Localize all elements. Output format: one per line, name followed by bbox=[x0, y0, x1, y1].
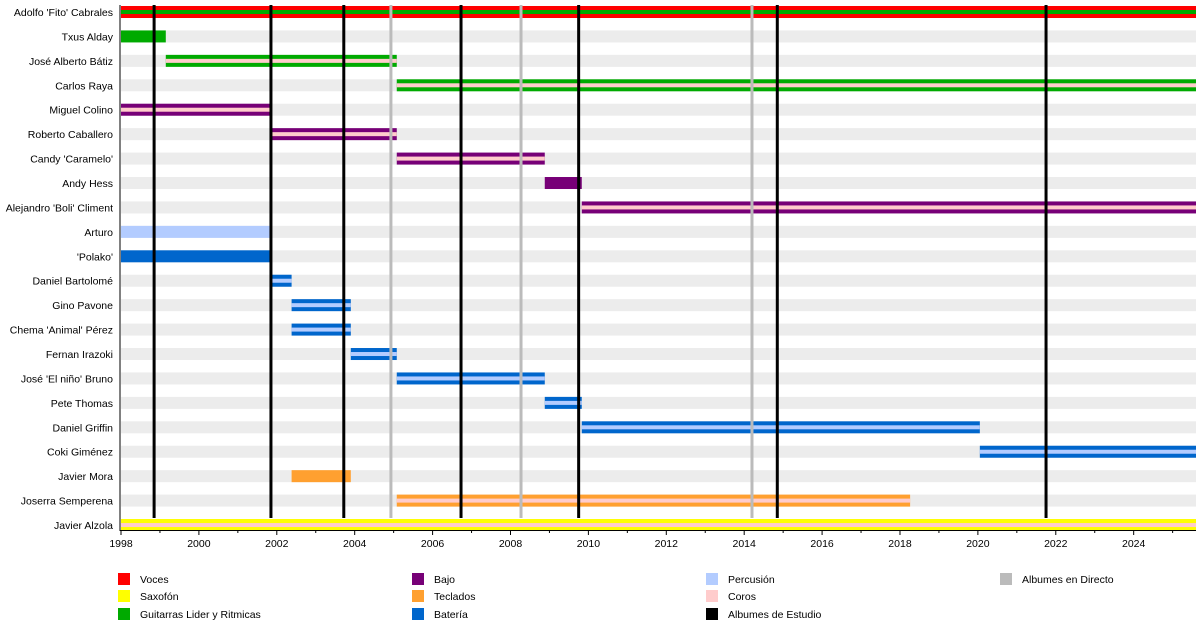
row-band bbox=[121, 348, 1196, 361]
legend-swatch-saxofon bbox=[118, 590, 130, 602]
legend: Voces Saxofón Guitarras Lider y Ritmicas Ba… bbox=[118, 573, 1114, 621]
x-tick-label: 2014 bbox=[733, 538, 757, 550]
x-tick-label: 2018 bbox=[888, 538, 912, 550]
member-label: Coki Giménez bbox=[47, 447, 113, 459]
legend-label-guitarras: Guitarras Lider y Ritmicas bbox=[140, 609, 261, 621]
bar-inner-coros bbox=[271, 132, 397, 137]
member-label: Adolfo 'Fito' Cabrales bbox=[14, 7, 113, 19]
row-band bbox=[121, 177, 1196, 190]
bar-percusion bbox=[121, 225, 272, 238]
member-label: José Alberto Bátiz bbox=[29, 56, 113, 68]
legend-label-directo: Albumes en Directo bbox=[1022, 574, 1114, 586]
x-tick-label: 2006 bbox=[421, 538, 445, 550]
member-label: Roberto Caballero bbox=[28, 129, 113, 141]
bar-bateria bbox=[121, 250, 272, 263]
legend-label-estudio: Albumes de Estudio bbox=[728, 609, 822, 621]
member-labels: Adolfo 'Fito' Cabrales Txus Alday José Alb… bbox=[6, 7, 114, 532]
member-label: Miguel Colino bbox=[49, 105, 113, 117]
bar-inner-coros bbox=[396, 498, 911, 503]
row-band bbox=[121, 250, 1196, 263]
legend-swatch-bajo bbox=[412, 573, 424, 585]
bar-inner-coros bbox=[396, 83, 1196, 88]
member-label: 'Polako' bbox=[77, 251, 113, 263]
bar-inner-coros bbox=[581, 205, 1196, 210]
member-label: Gino Pavone bbox=[52, 300, 113, 312]
x-tick-label: 2012 bbox=[655, 538, 679, 550]
member-label: Daniel Griffin bbox=[53, 422, 114, 434]
member-label: Carlos Raya bbox=[55, 80, 113, 92]
x-tick-label: 2008 bbox=[499, 538, 523, 550]
member-label: Txus Alday bbox=[62, 31, 114, 43]
member-label: Daniel Bartolomé bbox=[32, 276, 113, 288]
legend-swatch-estudio bbox=[706, 608, 718, 620]
x-tick-label: 2020 bbox=[966, 538, 990, 550]
row-band bbox=[121, 372, 1196, 385]
bar-guitarras bbox=[121, 30, 166, 43]
legend-label-coros: Coros bbox=[728, 591, 756, 603]
bar-inner-percusion bbox=[271, 278, 292, 283]
bar-teclados bbox=[291, 470, 351, 483]
legend-swatch-percusion bbox=[706, 573, 718, 585]
bar-inner-coros bbox=[121, 523, 1196, 528]
bar-inner-percusion bbox=[544, 400, 582, 405]
member-label: Alejandro 'Boli' Climent bbox=[6, 202, 113, 214]
x-tick-label: 2004 bbox=[343, 538, 367, 550]
x-tick-label: 2010 bbox=[577, 538, 601, 550]
bar-inner-percusion bbox=[350, 352, 397, 357]
x-axis: 1998 2000 2002 2004 2006 2008 2010 2012 2014 2016… bbox=[109, 5, 1196, 550]
legend-swatch-coros bbox=[706, 590, 718, 602]
bar-inner-percusion bbox=[396, 376, 545, 381]
bar-inner-percusion bbox=[291, 327, 351, 332]
bar-inner-percusion bbox=[979, 449, 1196, 454]
member-label: Candy 'Caramelo' bbox=[30, 154, 113, 166]
legend-label-bateria: Batería bbox=[434, 609, 468, 621]
member-label: Pete Thomas bbox=[51, 398, 113, 410]
row-band bbox=[121, 152, 1196, 165]
member-label: Chema 'Animal' Pérez bbox=[10, 325, 113, 337]
legend-label-saxofon: Saxofón bbox=[140, 591, 179, 603]
bar-inner-coros bbox=[121, 107, 272, 112]
legend-label-voces: Voces bbox=[140, 574, 169, 586]
x-tick-label: 1998 bbox=[109, 538, 133, 550]
member-label: Javier Mora bbox=[58, 471, 113, 483]
row-band bbox=[121, 30, 1196, 43]
bar-inner-guitarras bbox=[121, 10, 1196, 14]
member-label: Andy Hess bbox=[62, 178, 113, 190]
legend-swatch-directo bbox=[1000, 573, 1012, 585]
row-band bbox=[121, 299, 1196, 312]
bar-inner-coros bbox=[165, 58, 397, 63]
x-tick-label: 2016 bbox=[810, 538, 834, 550]
x-tick-label: 2000 bbox=[187, 538, 211, 550]
album-lines bbox=[152, 5, 1048, 518]
x-tick-label: 2002 bbox=[265, 538, 289, 550]
bar-bajo bbox=[544, 177, 582, 190]
row-band bbox=[121, 396, 1196, 409]
member-label: José 'El niño' Bruno bbox=[21, 373, 113, 385]
member-label: Javier Alzola bbox=[54, 520, 113, 532]
bar-inner-percusion bbox=[581, 425, 980, 430]
legend-label-bajo: Bajo bbox=[434, 574, 455, 586]
member-label: Arturo bbox=[84, 227, 113, 239]
legend-swatch-voces bbox=[118, 573, 130, 585]
member-label: Fernan Irazoki bbox=[46, 349, 113, 361]
row-band bbox=[121, 323, 1196, 336]
legend-swatch-teclados bbox=[412, 590, 424, 602]
legend-label-teclados: Teclados bbox=[434, 591, 475, 603]
x-tick-label: 2022 bbox=[1044, 538, 1068, 550]
legend-swatch-guitarras bbox=[118, 608, 130, 620]
legend-label-percusion: Percusión bbox=[728, 574, 775, 586]
row-band bbox=[121, 225, 1196, 238]
legend-swatch-bateria bbox=[412, 608, 424, 620]
row-band bbox=[121, 103, 1196, 116]
row-band bbox=[121, 470, 1196, 483]
x-tick-label: 2024 bbox=[1122, 538, 1146, 550]
bar-inner-percusion bbox=[291, 303, 351, 308]
member-label: Joserra Semperena bbox=[21, 496, 113, 508]
bar-inner-coros bbox=[396, 156, 545, 161]
